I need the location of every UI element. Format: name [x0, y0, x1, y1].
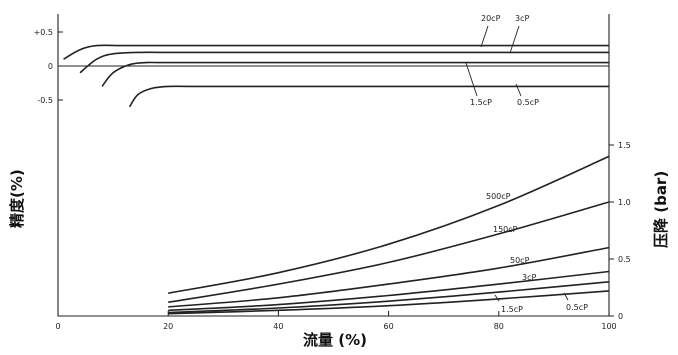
pressure-series-label-50cp: 50cP [510, 256, 530, 265]
accuracy-series-label-1-5cp: 1.5cP [470, 98, 492, 107]
x-tick-label: 100 [601, 322, 616, 331]
x-tick-label: 60 [384, 322, 394, 331]
accuracy-series-label-20cp: 20cP [481, 14, 501, 23]
pressure-series-label-150cp: 150cP [493, 225, 518, 234]
right-y-axis-title: 压降 (bar) [652, 171, 670, 248]
right-y-tick-label: 0.5 [618, 255, 631, 264]
left-y-tick-label: 0 [48, 62, 53, 71]
accuracy-series-label-0-5cp: 0.5cP [517, 98, 539, 107]
accuracy-curve-0-5cp [128, 85, 609, 108]
accuracy-label-leader [480, 25, 489, 48]
pressure-series-label-500cp: 500cP [486, 192, 511, 201]
pressure-label-leader [494, 294, 500, 302]
right-y-tick-label: 1.5 [618, 141, 631, 150]
accuracy-label-leader [465, 62, 478, 97]
tick-marks [57, 31, 614, 317]
pressure-curve-500cp [168, 155, 610, 294]
pressure-curve-3cp [168, 270, 610, 312]
x-tick-label: 80 [494, 322, 504, 331]
accuracy-curve-1-5cp [101, 61, 609, 87]
accuracy-series-label-3cp: 3cP [515, 14, 529, 23]
left-y-tick-label: -0.5 [37, 96, 53, 105]
accuracy-curve-3cp [79, 51, 610, 74]
pressure-curve-50cp [168, 246, 610, 308]
chart-frame [57, 14, 610, 317]
chart-curves [63, 44, 610, 315]
x-tick-label: 40 [273, 322, 283, 331]
pressure-label-leader [563, 292, 569, 301]
right-y-tick-label: 0 [618, 312, 623, 321]
left-y-tick-label: +0.5 [34, 28, 53, 37]
pressure-curve-1-5cp [168, 281, 610, 314]
pressure-series-label-0-5cp: 0.5cP [566, 303, 588, 312]
pressure-series-label-3cp: 3cP [522, 273, 536, 282]
accuracy-label-leader [515, 83, 522, 97]
x-tick-label: 0 [55, 322, 60, 331]
chart-labels: 0 20 40 60 80 100 +0.5 0 -0.5 0 0.5 1.0 1.5 20cP 3cP 1.… [34, 14, 631, 331]
x-axis-title: 流量 (%) [303, 331, 367, 349]
pressure-series-label-1-5cp: 1.5cP [501, 305, 523, 314]
x-tick-label: 20 [163, 322, 173, 331]
accuracy-curve-20cp [63, 44, 609, 60]
label-leaders [465, 25, 569, 302]
right-y-tick-label: 1.0 [618, 198, 631, 207]
pressure-curve-0-5cp [168, 290, 610, 315]
chart-axes [57, 14, 610, 317]
accuracy-label-leader [509, 25, 520, 54]
left-y-axis-title: 精度(%) [8, 169, 26, 228]
pressure-curve-150cp [168, 201, 610, 304]
